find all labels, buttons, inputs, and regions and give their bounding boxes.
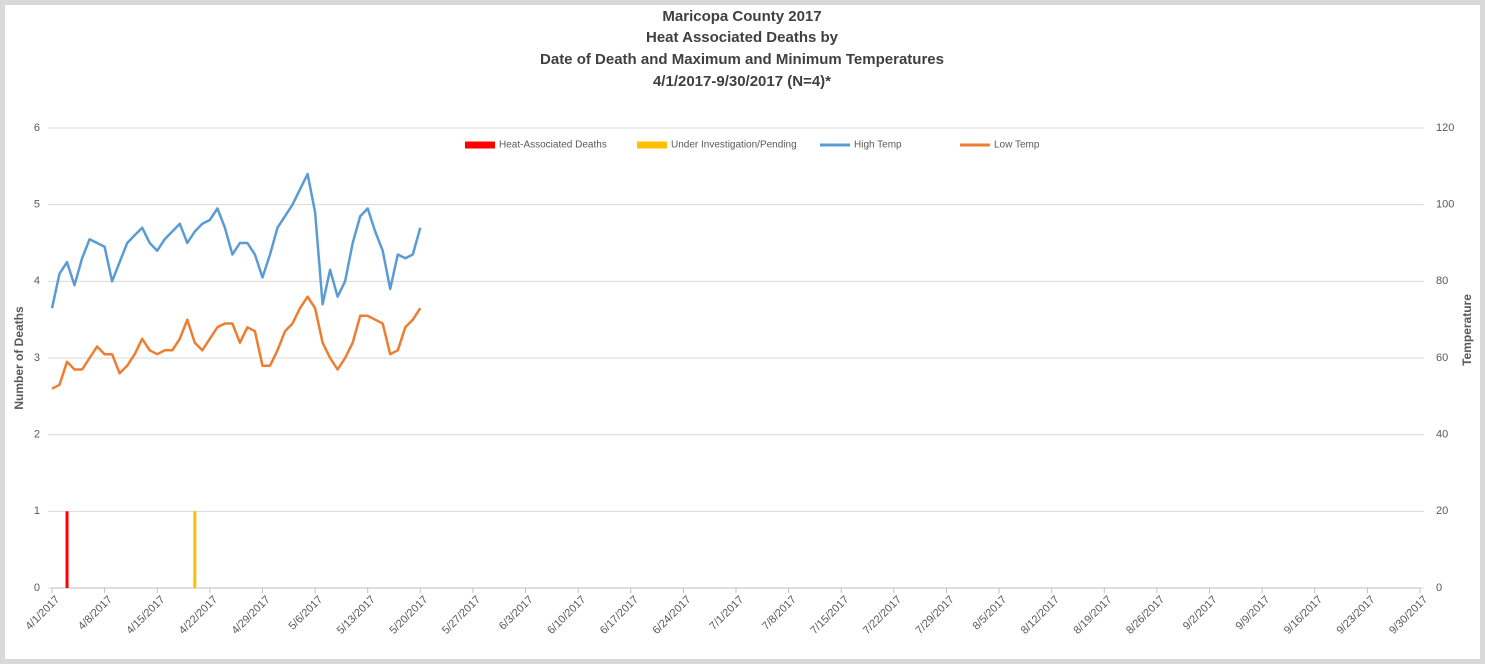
legend-label: Low Temp — [994, 140, 1040, 151]
y-tick-label: 4 — [34, 275, 40, 287]
y2-tick-label: 120 — [1436, 122, 1454, 134]
chart-title: 4/1/2017-9/30/2017 (N=4)* — [653, 73, 831, 90]
y2-tick-label: 100 — [1436, 199, 1454, 211]
legend-swatch — [465, 141, 495, 149]
y2-tick-label: 80 — [1436, 275, 1448, 287]
plot-background — [5, 5, 1480, 659]
y-tick-label: 5 — [34, 199, 40, 211]
y-axis-title: Number of Deaths — [12, 306, 26, 410]
chart-title: Maricopa County 2017 — [662, 8, 821, 25]
y2-axis-title: Temperature — [1460, 294, 1474, 366]
y-tick-label: 1 — [34, 505, 40, 517]
y2-tick-label: 60 — [1436, 352, 1448, 364]
bar — [65, 511, 69, 588]
chart-title: Heat Associated Deaths by — [646, 29, 839, 46]
y-tick-label: 2 — [34, 429, 40, 441]
y2-tick-label: 20 — [1436, 505, 1448, 517]
legend-label: Under Investigation/Pending — [671, 140, 797, 151]
y-tick-label: 0 — [34, 582, 40, 594]
chart-title: Date of Death and Maximum and Minimum Te… — [540, 51, 944, 68]
legend-swatch — [637, 141, 667, 149]
y2-tick-label: 0 — [1436, 582, 1442, 594]
y-tick-label: 3 — [34, 352, 40, 364]
legend-label: Heat-Associated Deaths — [499, 140, 607, 151]
bar — [193, 511, 197, 588]
y-tick-label: 6 — [34, 122, 40, 134]
y2-tick-label: 40 — [1436, 429, 1448, 441]
line — [50, 172, 422, 309]
legend-label: High Temp — [854, 140, 902, 151]
line — [51, 295, 422, 390]
